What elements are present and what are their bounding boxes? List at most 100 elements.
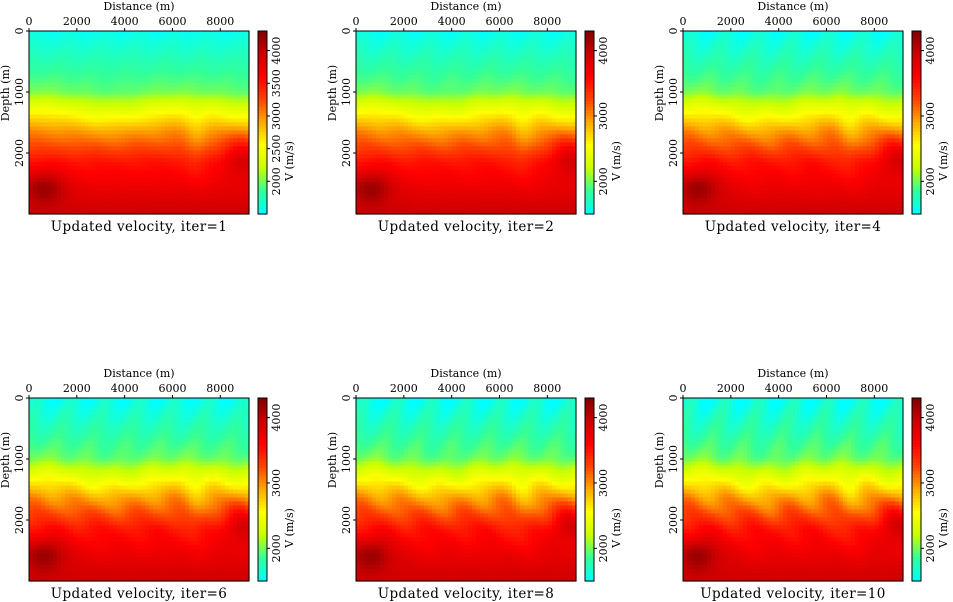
heatmap-cell (412, 166, 417, 171)
heatmap-cell (237, 202, 242, 207)
heatmap-cell (460, 50, 465, 56)
heatmap-cell (492, 50, 497, 56)
heatmap-cell (516, 86, 521, 92)
heatmap-cell (444, 166, 449, 171)
heatmap-cell (540, 186, 545, 191)
heatmap-cell (213, 102, 218, 108)
heatmap-cell (544, 78, 549, 84)
heatmap-cell (376, 126, 381, 132)
heatmap-cell (424, 122, 429, 128)
heatmap-cell (468, 130, 473, 136)
heatmap-cell (53, 62, 58, 68)
heatmap-cell (185, 186, 190, 191)
heatmap-cell (440, 34, 445, 40)
heatmap-cell (508, 94, 513, 100)
heatmap-cell (452, 78, 457, 84)
heatmap-cell (81, 182, 86, 187)
heatmap-cell (372, 182, 377, 187)
x-tick-label: 2000 (63, 15, 91, 28)
heatmap-cell (416, 94, 421, 100)
heatmap-cell (85, 198, 90, 203)
heatmap-cell (125, 114, 130, 120)
heatmap-cell (468, 114, 473, 120)
heatmap-cell (420, 86, 425, 92)
heatmap-cell (89, 158, 94, 163)
heatmap-cell (77, 134, 82, 140)
heatmap-cell (137, 154, 142, 159)
heatmap-cell (137, 162, 142, 167)
heatmap-cell (49, 202, 54, 207)
heatmap-cell (125, 58, 130, 64)
heatmap-cell (73, 86, 78, 92)
heatmap-cell (65, 182, 70, 187)
heatmap-cell (89, 62, 94, 68)
heatmap-cell (428, 90, 433, 96)
heatmap-cell (161, 110, 166, 116)
heatmap-cell (93, 206, 98, 211)
heatmap-cell (404, 66, 409, 72)
heatmap-cell (105, 182, 110, 187)
heatmap-cell (213, 182, 218, 187)
heatmap-cell (69, 78, 74, 84)
heatmap-cell (432, 162, 437, 167)
heatmap-cell (49, 122, 54, 128)
heatmap-cell (416, 62, 421, 68)
heatmap-cell (169, 70, 174, 76)
heatmap-cell (504, 106, 509, 112)
heatmap-cell (89, 150, 94, 155)
heatmap-cell (61, 46, 66, 52)
heatmap-cell (193, 142, 198, 147)
heatmap-cell (468, 118, 473, 124)
heatmap-cell (157, 170, 162, 175)
heatmap-cell (548, 134, 553, 140)
heatmap-cell (213, 94, 218, 100)
heatmap-cell (496, 146, 501, 151)
heatmap-cell (33, 186, 38, 191)
heatmap-cell (109, 34, 114, 40)
heatmap-cell (53, 206, 58, 211)
heatmap-cell (508, 66, 513, 72)
heatmap-cell (476, 198, 481, 203)
heatmap-cell (105, 31, 110, 36)
heatmap-cell (388, 74, 393, 80)
heatmap-cell (41, 206, 46, 211)
heatmap-cell (440, 70, 445, 76)
heatmap-cell (516, 118, 521, 124)
heatmap-cell (165, 66, 170, 72)
heatmap-cell (516, 102, 521, 108)
heatmap-cell (520, 50, 525, 56)
heatmap-cell (197, 38, 202, 44)
heatmap-cell (37, 150, 42, 155)
heatmap-cell (368, 58, 373, 64)
heatmap-cell (149, 126, 154, 132)
heatmap-cell (61, 42, 66, 48)
heatmap-cell (404, 62, 409, 68)
heatmap-cell (245, 118, 250, 124)
heatmap-cell (516, 158, 521, 163)
heatmap-cell (225, 70, 230, 76)
heatmap-cell (504, 186, 509, 191)
heatmap-cell (137, 42, 142, 48)
heatmap-cell (520, 146, 525, 151)
heatmap-cell (444, 78, 449, 84)
heatmap-cell (245, 166, 250, 171)
heatmap-cell (396, 82, 401, 88)
heatmap-cell (205, 42, 210, 48)
heatmap-cell (53, 70, 58, 76)
heatmap-cell (376, 194, 381, 199)
heatmap-cell (77, 198, 82, 203)
heatmap-cell (384, 166, 389, 171)
heatmap-cell (97, 130, 102, 136)
heatmap-cell (516, 110, 521, 116)
heatmap-cell (496, 54, 501, 60)
heatmap-cell (460, 178, 465, 183)
heatmap-cell (37, 198, 42, 203)
heatmap-cell (169, 178, 174, 183)
heatmap-cell (372, 114, 377, 120)
heatmap-cell (396, 102, 401, 108)
heatmap-cell (572, 94, 577, 100)
heatmap-cell (360, 34, 365, 40)
heatmap-cell (165, 54, 170, 60)
heatmap-cell (229, 62, 234, 68)
heatmap-cell (412, 98, 417, 104)
